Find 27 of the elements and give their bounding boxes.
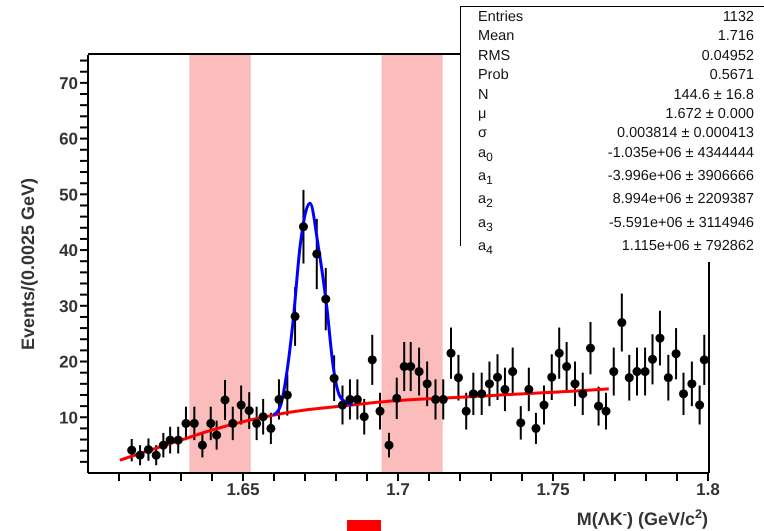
y-tick-label: 20 [59, 352, 78, 372]
line-series [118, 387, 610, 462]
text: N 144.6 ± 16.8 [478, 86, 754, 103]
y-tick-label: 10 [59, 408, 78, 428]
y-tick-label: 50 [59, 185, 78, 204]
text: a$_{3}$ -5.591e+06 ± 3114946 [478, 214, 754, 234]
text: a$_{4}$ 1.115e+06 ± 792862 [478, 238, 754, 257]
x-tick-label: 1.8 [696, 480, 720, 500]
x-axis-title: M(ΛK$^{-}$) (GeV/c$^{2}$) [576, 507, 708, 529]
text: Mean 1.716 [478, 28, 754, 44]
text: σ 0.003814 ± 0.000413 [478, 125, 754, 142]
text: RMS 0.04952 [478, 48, 754, 64]
y-tick-label: 60 [59, 130, 78, 149]
y-tick-label: 70 [59, 74, 78, 93]
y-axis-title: Events/(0.0025 GeV) [18, 178, 38, 350]
text: a$_{1}$ -3.996e+06 ± 3906666 [478, 168, 754, 188]
x-tick-label: 1.7 [386, 480, 410, 500]
text: Prob 0.5671 [478, 67, 754, 84]
y-tick-label: 30 [59, 296, 78, 316]
text: Entries 1132 [478, 9, 754, 25]
x-tick-label: 1.65 [226, 480, 260, 500]
text: a$_{0}$ -1.035e+06 ± 4344444 [478, 144, 754, 164]
text: a$_{2}$ 8.994e+06 ± 2209387 [478, 191, 754, 210]
line-series [272, 202, 355, 417]
text: μ 1.672 ± 0.000 [478, 106, 754, 122]
y-tick-label: 40 [59, 241, 78, 260]
x-tick-label: 1.75 [536, 480, 570, 500]
